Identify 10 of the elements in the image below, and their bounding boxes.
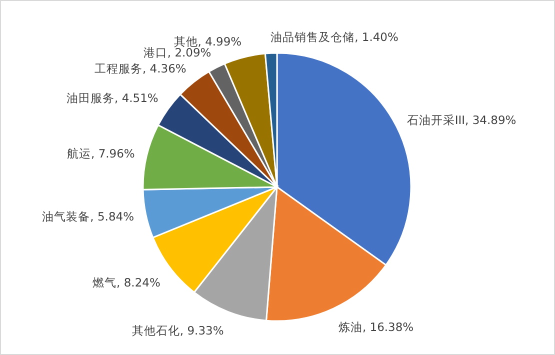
- slice-label: 其他石化, 9.33%: [132, 323, 224, 338]
- slice-label: 其他, 4.99%: [174, 34, 242, 48]
- slice-label: 工程服务, 4.36%: [94, 62, 186, 76]
- slice-label: 油田服务, 4.51%: [66, 90, 158, 105]
- slice-label: 油品销售及仓储, 1.40%: [270, 30, 398, 44]
- slice-label: 炼油, 16.38%: [338, 320, 414, 334]
- slice-label: 石油开采III, 34.89%: [406, 113, 516, 128]
- slice-label: 燃气, 8.24%: [92, 275, 160, 290]
- slice-label: 油气装备, 5.84%: [42, 209, 134, 224]
- slice-label: 航运, 7.96%: [67, 146, 135, 160]
